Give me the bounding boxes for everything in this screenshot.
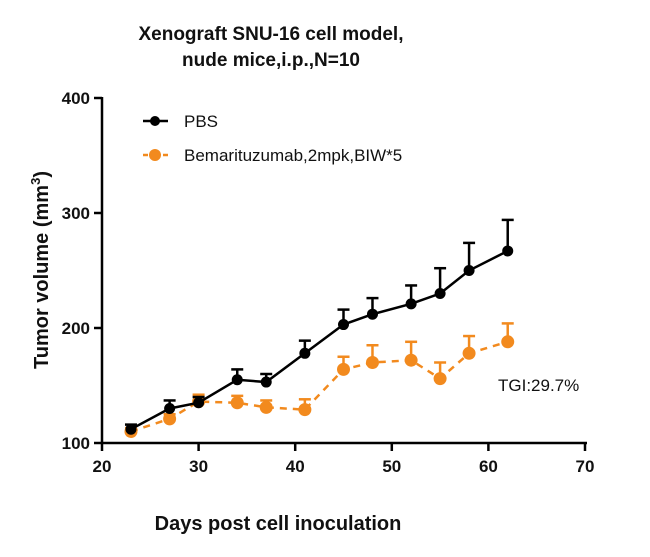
x-tick-label: 70 (576, 457, 595, 476)
data-point-pbs (434, 288, 446, 299)
y-axis-title-close: ) (31, 171, 53, 178)
series-pbs (124, 218, 514, 435)
series-layer (124, 218, 515, 438)
x-tick-label: 60 (479, 457, 498, 476)
data-point-pbs (463, 265, 475, 276)
y-axis-title-superscript: 3 (28, 178, 43, 185)
legend-item-bemarituzumab: Bemarituzumab,2mpk,BIW*5 (143, 146, 402, 165)
y-axis-title-text: Tumor volume (mm (31, 185, 53, 369)
data-point-pbs (164, 403, 176, 414)
legend-label-bemarituzumab: Bemarituzumab,2mpk,BIW*5 (184, 146, 402, 165)
data-point-bemarituzumab (462, 346, 476, 360)
x-tick-label: 20 (93, 457, 112, 476)
data-point-pbs (231, 374, 243, 386)
x-ticks: 20 30 40 50 60 70 (93, 443, 595, 476)
series-line-bemarituzumab (130, 340, 509, 433)
data-point-pbs (193, 397, 205, 409)
legend-marker-bemarituzumab (149, 149, 161, 161)
data-point-bemarituzumab (365, 356, 379, 369)
x-axis: 20 30 40 50 60 70 (93, 441, 595, 476)
data-point-bemarituzumab (298, 403, 312, 417)
data-point-bemarituzumab (163, 412, 177, 426)
data-point-bemarituzumab (337, 362, 350, 376)
y-ticks: 100 200 300 400 (62, 89, 102, 453)
data-point-pbs (502, 245, 514, 257)
x-tick-label: 40 (286, 457, 305, 476)
data-point-bemarituzumab (501, 335, 515, 349)
data-point-pbs (260, 376, 272, 388)
data-point-bemarituzumab (259, 400, 273, 414)
data-point-pbs (405, 298, 417, 310)
x-tick-label: 30 (189, 457, 208, 476)
legend-label-pbs: PBS (184, 112, 218, 131)
data-point-pbs (366, 308, 378, 320)
data-point-bemarituzumab (230, 396, 244, 410)
data-point-pbs (125, 423, 137, 435)
y-axis: 100 200 300 400 (62, 89, 104, 453)
series-line-pbs (130, 249, 509, 431)
y-axis-title: Tumor volume (mm3) (28, 171, 53, 369)
legend-item-pbs: PBS (143, 112, 218, 131)
x-axis-title: Days post cell inoculation (155, 513, 402, 535)
y-tick-label: 400 (62, 89, 90, 108)
data-point-pbs (299, 347, 311, 359)
y-tick-label: 300 (62, 204, 90, 223)
legend-marker-pbs (150, 116, 160, 126)
data-point-bemarituzumab (433, 372, 447, 386)
data-point-bemarituzumab (404, 353, 418, 367)
tgi-annotation: TGI:29.7% (498, 376, 579, 395)
series-bemarituzumab (124, 322, 515, 438)
data-point-pbs (338, 319, 349, 331)
x-tick-label: 50 (382, 457, 401, 476)
chart-title-line-2: nude mice,i.p.,N=10 (182, 50, 360, 71)
legend: PBS Bemarituzumab,2mpk,BIW*5 (143, 112, 402, 165)
y-tick-label: 100 (62, 434, 90, 453)
chart-title-line-1: Xenograft SNU-16 cell model, (138, 24, 403, 45)
y-tick-label: 200 (62, 319, 90, 338)
